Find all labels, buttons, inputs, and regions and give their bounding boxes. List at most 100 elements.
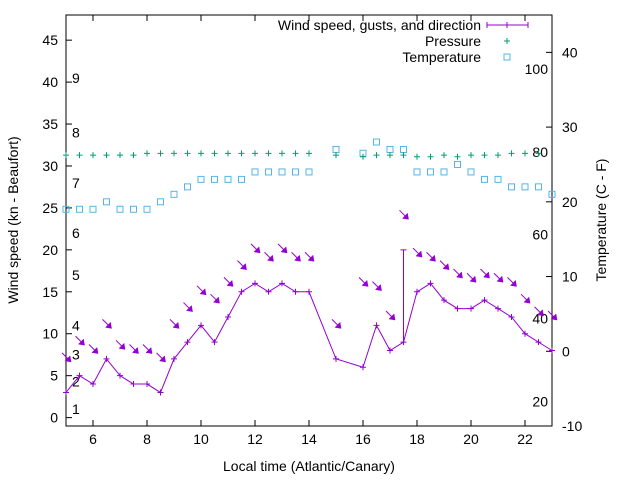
beaufort-label: 5: [72, 267, 80, 283]
wind-direction-arrowhead: [388, 313, 396, 321]
pressure-point: [373, 152, 380, 159]
pressure-point: [387, 152, 393, 159]
x-tick-label: 16: [355, 431, 371, 447]
pressure-point: [468, 152, 474, 159]
beaufort-label: 2: [72, 374, 80, 390]
pressure-point: [225, 150, 231, 157]
wind-direction-arrowhead: [401, 212, 409, 220]
y-right-tick-label: 10: [562, 269, 578, 285]
y-right-tick-label: 30: [562, 119, 578, 135]
legend-pressure-marker: [504, 38, 510, 44]
wind-direction-arrowhead: [185, 305, 193, 312]
wind-direction-arrowhead: [428, 254, 436, 262]
wind-speed-point: [508, 313, 515, 320]
wind-speed-point: [549, 347, 555, 354]
temperature-point: [62, 205, 70, 213]
pressure-point: [117, 152, 123, 159]
wind-speed-point: [63, 389, 69, 396]
temperature-point: [454, 160, 461, 168]
wind-speed-point: [76, 372, 83, 379]
temperature-point: [521, 183, 529, 191]
pressure-point: [252, 150, 258, 157]
beaufort-label: 1: [72, 401, 80, 417]
wind-direction-arrowhead: [226, 279, 234, 287]
wind-direction-arrowhead: [509, 279, 517, 287]
wind-speed-point: [306, 288, 312, 295]
wind-speed-point: [387, 347, 393, 354]
y-right-tick-label: 0: [562, 343, 570, 359]
wind-speed-point: [333, 355, 339, 362]
y-left-tick-label: 30: [42, 158, 58, 174]
pressure-point: [427, 153, 434, 160]
temperature-point: [373, 138, 380, 146]
wind-speed-point: [495, 305, 501, 312]
wind-direction-arrowhead: [361, 279, 369, 287]
wind-speed-point: [481, 297, 488, 304]
wind-direction-arrowhead: [496, 275, 504, 283]
temperature-point: [332, 146, 340, 154]
wind-speed-point: [279, 280, 285, 287]
wind-direction-arrowhead: [77, 338, 85, 346]
wind-speed-point: [441, 297, 447, 304]
wind-speed-point: [198, 322, 204, 329]
wind-speed-point: [130, 381, 137, 388]
temperature-point: [157, 198, 164, 206]
temperature-point: [103, 198, 110, 206]
pressure-point: [130, 152, 137, 159]
wind-speed-point: [468, 305, 474, 312]
temperature-point: [413, 168, 421, 176]
wind-direction-arrowhead: [266, 254, 274, 262]
x-tick-label: 8: [143, 431, 151, 447]
temperature-point: [467, 168, 475, 176]
y-left-tick-label: 40: [42, 74, 58, 90]
y-left-tick-label: 15: [42, 284, 58, 300]
temperature-point: [211, 175, 218, 183]
beaufort-label: 9: [72, 70, 80, 86]
wind-speed-point: [103, 355, 110, 362]
pressure-point: [292, 150, 299, 157]
temperature-point: [116, 205, 124, 213]
wind-speed-point: [265, 288, 272, 295]
temperature-point: [305, 168, 313, 176]
wind-direction-arrowhead: [307, 254, 315, 262]
temperature-point: [265, 168, 272, 176]
wind-direction-arrowhead: [482, 271, 490, 279]
pressure-point: [481, 152, 488, 159]
legend-temperature-marker: [503, 53, 511, 61]
temperature-point: [251, 168, 259, 176]
y-left-tick-label: 5: [50, 368, 58, 384]
wind-speed-point: [522, 330, 528, 337]
wind-speed-point: [225, 313, 231, 320]
pressure-point: [508, 150, 515, 157]
temperature-point: [481, 175, 488, 183]
wind-direction-arrowhead: [172, 321, 180, 329]
temperature-point: [76, 205, 83, 213]
temperature-point: [89, 205, 97, 213]
temperature-point: [548, 190, 556, 198]
temperature-point: [238, 175, 245, 183]
wind-speed-point: [144, 381, 150, 388]
pressure-point: [279, 150, 285, 157]
pressure-point: [522, 150, 528, 157]
wind-speed-point: [211, 339, 218, 346]
wind-speed-point: [184, 339, 191, 346]
wind-speed-point: [292, 288, 299, 295]
wind-direction-arrowhead: [91, 346, 99, 354]
wind-direction-arrowhead: [118, 342, 126, 350]
temperature-point: [278, 168, 286, 176]
x-tick-label: 6: [89, 431, 97, 447]
wind-speed-point: [238, 288, 245, 295]
wind-direction-arrowhead: [536, 309, 544, 317]
wind-direction-arrowhead: [158, 355, 166, 363]
pressure-point: [306, 150, 312, 157]
pressure-point: [171, 150, 177, 157]
temperature-point: [386, 146, 394, 154]
pressure-point: [265, 150, 272, 157]
wind-speed-point: [157, 389, 164, 396]
temperature-point: [224, 175, 232, 183]
pressure-point: [198, 150, 204, 157]
x-tick-label: 14: [301, 431, 317, 447]
temperature-point: [440, 168, 448, 176]
wind-direction-arrowhead: [469, 275, 477, 283]
x-tick-label: 18: [409, 431, 425, 447]
